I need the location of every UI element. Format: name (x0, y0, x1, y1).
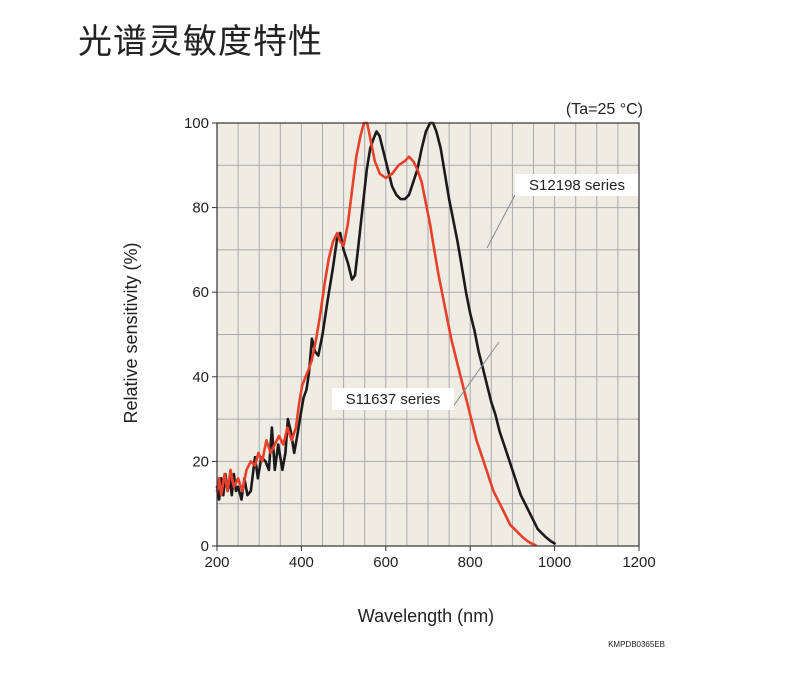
plot-frame (216, 122, 640, 547)
axes: 200 400 600 800 1000 1200 0 20 40 60 80 100 (184, 115, 656, 571)
y-tick-label: 60 (192, 284, 209, 301)
annotations: S12198 series S11637 series (332, 174, 639, 410)
figure-code: KMPDB0365EB (608, 640, 665, 649)
x-tick-label: 800 (458, 554, 483, 571)
page-title: 光谱灵敏度特性 (78, 22, 323, 62)
series-line-s12198 (215, 121, 556, 545)
leader-line-s12198 (486, 194, 516, 249)
x-tick-label: 600 (373, 554, 398, 571)
x-tick-label: 400 (289, 554, 314, 571)
label-box-s12198 (515, 174, 639, 196)
series-label-s11637: S11637 series (346, 391, 441, 408)
condition-label: (Ta=25 °C) (566, 101, 643, 118)
x-axis-title: Wavelength (nm) (358, 606, 494, 626)
y-tick-label: 20 (192, 453, 209, 470)
y-tick-label: 100 (184, 115, 209, 132)
y-tick-label: 0 (201, 538, 209, 555)
y-tick-label: 40 (192, 369, 209, 386)
leader-line-s11637 (451, 341, 500, 409)
x-tick-label: 200 (204, 554, 229, 571)
label-box-s11637 (332, 388, 454, 410)
x-tick-label: 1200 (622, 554, 655, 571)
y-axis-title: Relative sensitivity (%) (121, 242, 141, 423)
x-tick-label: 1000 (538, 554, 571, 571)
y-tick-label: 80 (192, 200, 209, 217)
series-label-s12198: S12198 series (529, 177, 625, 194)
